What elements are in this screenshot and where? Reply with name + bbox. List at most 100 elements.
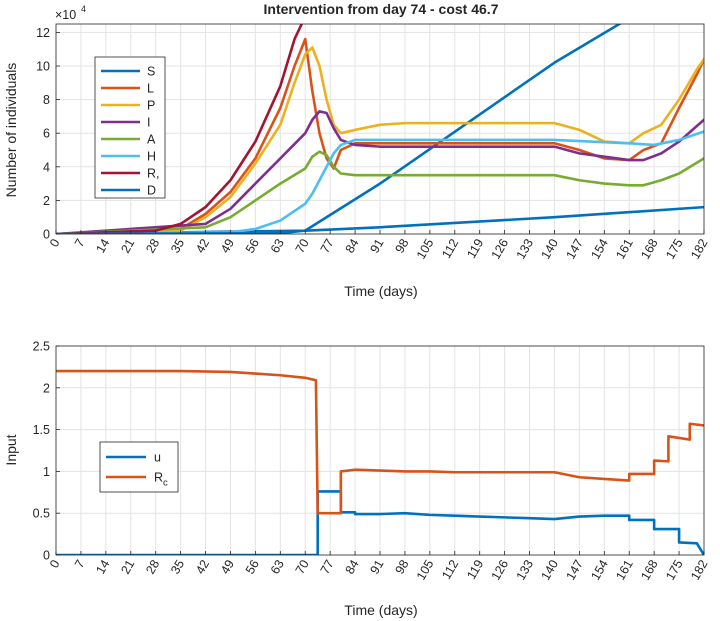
top-chart-x-tick-label: 42 [193, 236, 212, 255]
top-chart-x-tick-label: 14 [93, 236, 112, 255]
top-chart-x-tick-label: 175 [663, 236, 686, 261]
top-chart-legend-label: L [147, 82, 154, 96]
bottom-chart-x-tick-label: 21 [118, 557, 137, 576]
bottom-chart-x-tick-label: 119 [464, 557, 486, 581]
top-chart-y-tick-label: 12 [36, 26, 50, 40]
bottom-chart-legend-label-text: u [154, 451, 161, 465]
bottom-chart-axes-box [55, 345, 705, 556]
bottom-chart-x-tick-label: 168 [638, 557, 661, 582]
bottom-chart-x-tick-label: 133 [514, 557, 537, 582]
bottom-chart-x-tick-label: 98 [392, 557, 411, 576]
bottom-chart-x-tick-label: 56 [243, 557, 262, 576]
top-chart-series-line-2 [56, 37, 704, 234]
top-chart-axes-box [55, 23, 705, 235]
bottom-chart-x-tick-label: 105 [414, 557, 437, 582]
bottom-chart-legend-label: Rc [154, 471, 168, 489]
bottom-chart-x-tick-label: 49 [218, 557, 237, 576]
top-chart-x-tick-label: 168 [638, 236, 661, 261]
bottom-chart-series-line-2 [56, 369, 704, 515]
top-chart-series-line-5 [56, 150, 704, 234]
top-chart-exponent-power: 4 [81, 4, 86, 14]
top-chart-x-axis-label: Time (days) [344, 283, 417, 299]
top-chart-legend-label: I [147, 116, 150, 130]
top-chart-x-tick-label: 161 [613, 236, 636, 261]
top-chart-legend-label: A [147, 133, 156, 147]
top-chart-legend-label: R, [147, 167, 160, 181]
top-chart-y-axis-label: Number of individuals [3, 63, 19, 198]
top-chart-y-tick-label: 8 [43, 93, 50, 107]
bottom-chart-y-tick-label: 1.5 [33, 423, 50, 437]
bottom-chart-ticks: 0 7 14 21 28 35 42 49 56 63 70 77 84 91 98 105 112 119 126… [33, 340, 711, 583]
bottom-chart-x-tick-label: 126 [489, 557, 512, 582]
bottom-chart-x-tick-label: 63 [268, 557, 287, 576]
top-chart-legend-label: H [147, 150, 156, 164]
top-chart-legend-label-text: I [147, 116, 150, 130]
bottom-chart-legend-label-text: R [154, 471, 163, 485]
top-chart-x-tick-label: 91 [368, 236, 387, 255]
top-chart-x-tick-label: 21 [118, 236, 137, 255]
bottom-chart-x-tick-label: 140 [539, 557, 562, 582]
bottom-chart-x-tick-label: 70 [293, 557, 312, 576]
top-chart-x-tick-label: 126 [489, 236, 512, 261]
top-chart-y-tick-label: 10 [36, 60, 50, 74]
top-chart-y-tick-label: 2 [43, 194, 50, 208]
bottom-chart-y-tick-label: 2 [43, 381, 50, 395]
top-chart-x-tick-label: 84 [343, 236, 362, 255]
top-chart-series-line-3 [56, 46, 704, 234]
top-chart-legend-label: D [147, 184, 156, 198]
top-chart-exponent: ×10 4 [55, 4, 86, 22]
top-chart-series [56, 24, 704, 234]
bottom-chart-x-tick-label: 7 [72, 557, 88, 570]
bottom-chart-legend-box [99, 441, 179, 493]
bottom-chart-legend: uRc [99, 441, 179, 493]
top-chart-y-tick-label: 4 [43, 160, 50, 174]
top-chart-legend-box [94, 56, 166, 199]
top-chart-legend-label-text: R, [147, 167, 160, 181]
bottom-chart-x-tick-label: 154 [588, 557, 611, 582]
bottom-chart-legend-label: u [154, 451, 161, 465]
top-chart-legend-label-text: A [147, 133, 156, 147]
top-chart-series-line-8 [56, 205, 704, 234]
top-chart-legend-label: P [147, 99, 155, 113]
bottom-chart-x-tick-label: 35 [168, 557, 187, 576]
top-chart-series-line-6 [56, 130, 704, 234]
bottom-chart-x-tick-label: 182 [688, 557, 711, 582]
top-chart-legend-label-text: H [147, 150, 156, 164]
bottom-chart-x-tick-label: 91 [368, 557, 387, 576]
top-chart-x-tick-label: 49 [218, 236, 237, 255]
bottom-chart-y-tick-label: 0 [43, 549, 50, 563]
bottom-chart: Input Time (days) 0 7 14 21 28 35 42 49 56 63 70 77… [3, 340, 711, 619]
top-chart-x-tick-label: 147 [563, 236, 586, 261]
bottom-chart-legend-label-subscript: c [163, 478, 168, 489]
top-chart-x-tick-label: 63 [268, 236, 287, 255]
top-chart-exponent-base: ×10 [55, 8, 76, 22]
top-chart-x-tick-label: 112 [439, 236, 461, 260]
bottom-chart-x-tick-label: 147 [563, 557, 586, 582]
top-chart-x-tick-label: 154 [588, 236, 611, 261]
bottom-chart-x-tick-label: 175 [663, 557, 686, 582]
top-chart-series-line-4 [56, 110, 704, 234]
top-chart-x-tick-label: 28 [143, 236, 162, 255]
bottom-chart-x-tick-label: 42 [193, 557, 212, 576]
top-chart-x-tick-label: 140 [539, 236, 562, 261]
top-chart-y-tick-label: 0 [43, 228, 50, 242]
bottom-chart-x-tick-label: 161 [613, 557, 636, 582]
top-chart-legend-label: S [147, 65, 155, 79]
top-chart-legend-label-text: L [147, 82, 154, 96]
top-chart-legend-label-text: P [147, 99, 155, 113]
top-chart-x-tick-label: 133 [514, 236, 537, 261]
bottom-chart-y-axis-label: Input [3, 434, 19, 465]
bottom-chart-x-tick-label: 28 [143, 557, 162, 576]
bottom-chart-series [56, 369, 704, 555]
top-chart-x-tick-label: 182 [688, 236, 711, 261]
top-chart-x-tick-label: 77 [318, 236, 337, 255]
top-chart-legend-label-text: S [147, 65, 155, 79]
top-chart-x-tick-label: 98 [392, 236, 411, 255]
bottom-chart-x-tick-label: 77 [318, 557, 337, 576]
top-chart-series-line-7 [56, 24, 303, 234]
top-chart: Intervention from day 74 - cost 46.7 Num… [3, 1, 711, 299]
top-chart-x-tick-label: 105 [414, 236, 437, 261]
top-chart-x-tick-label: 119 [464, 236, 486, 260]
